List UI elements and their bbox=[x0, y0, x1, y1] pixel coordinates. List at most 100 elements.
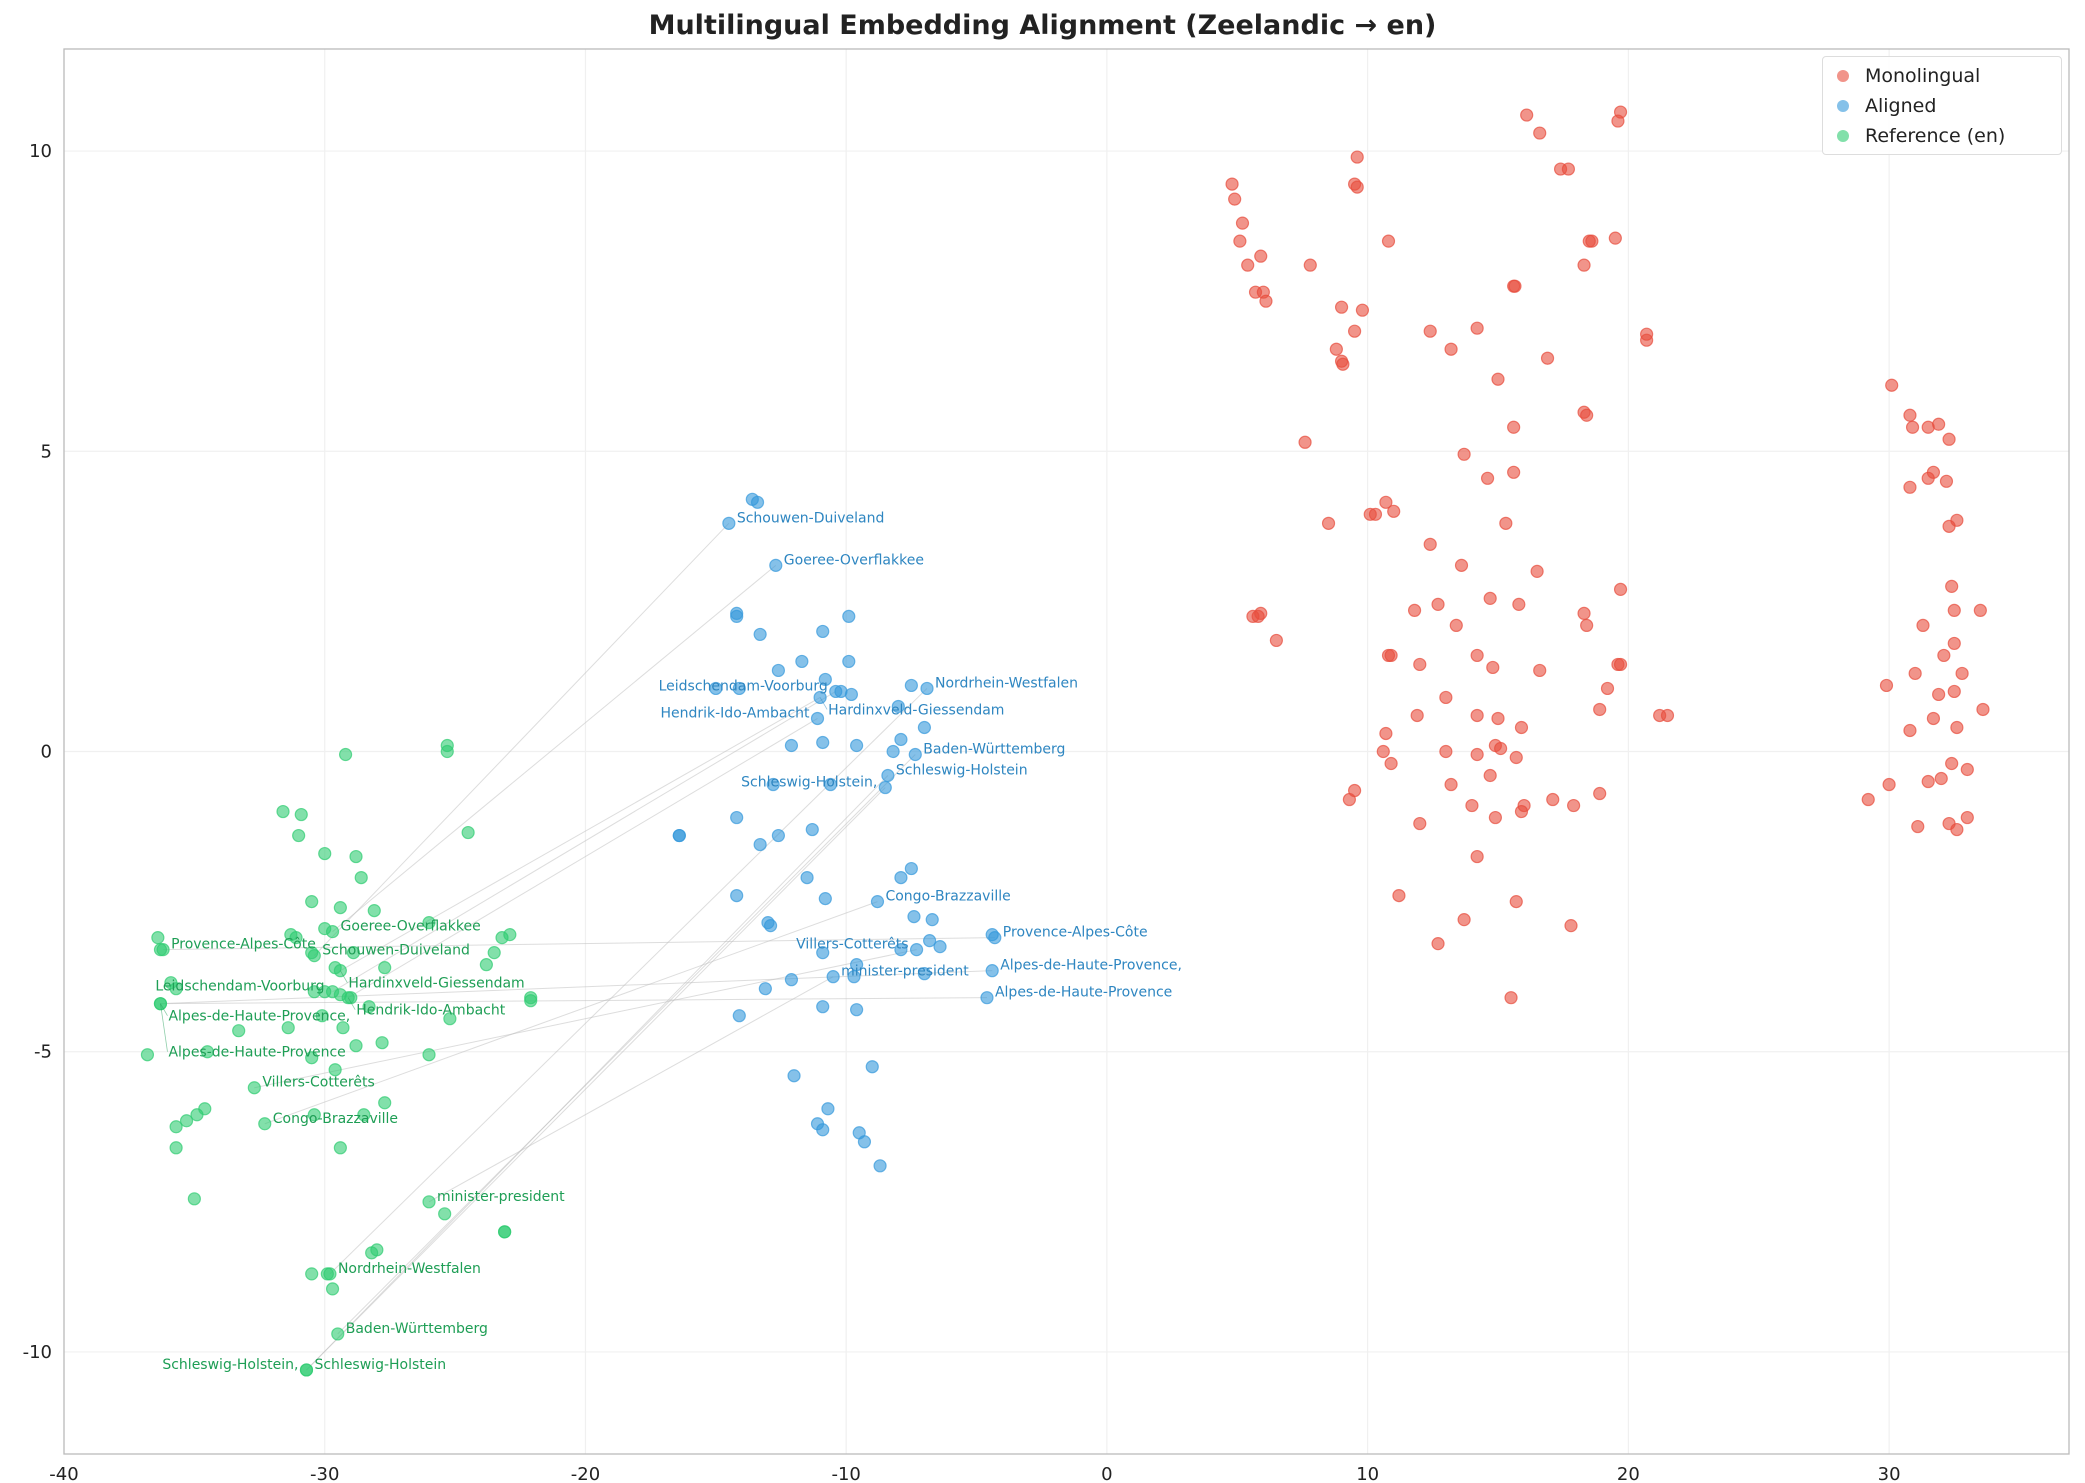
aligned-point bbox=[844, 687, 858, 702]
monolingual-point bbox=[1454, 558, 1469, 572]
label-leader-line bbox=[160, 1003, 168, 1052]
monolingual-point bbox=[1908, 666, 1922, 681]
monolingual-point bbox=[1225, 177, 1239, 191]
reference-point bbox=[367, 904, 381, 918]
monolingual-point bbox=[1533, 126, 1547, 140]
aligned-point bbox=[985, 964, 999, 978]
alignment-line bbox=[340, 697, 821, 972]
monolingual-point bbox=[1932, 687, 1946, 702]
monolingual-point bbox=[1298, 435, 1312, 449]
reference-point bbox=[357, 1108, 371, 1122]
reference-point bbox=[487, 946, 501, 960]
monolingual-point bbox=[1259, 294, 1273, 308]
monolingual-point bbox=[1945, 579, 1959, 593]
aligned-point bbox=[818, 892, 832, 906]
monolingual-point bbox=[1947, 636, 1961, 651]
aligned-point-label: Schleswig-Holstein, bbox=[741, 775, 877, 791]
monolingual-point bbox=[1600, 681, 1615, 696]
reference-point bbox=[331, 1327, 345, 1341]
aligned-point bbox=[821, 1102, 835, 1116]
aligned-point bbox=[758, 982, 772, 996]
plot-frame bbox=[63, 48, 2070, 1455]
aligned-point bbox=[730, 609, 744, 624]
monolingual-point bbox=[1955, 666, 1969, 681]
legend-label: Reference (en) bbox=[1865, 125, 2006, 147]
monolingual-point bbox=[1585, 234, 1599, 248]
aligned-point-label: Schleswig-Holstein bbox=[896, 763, 1028, 779]
reference-point bbox=[325, 985, 340, 999]
aligned-point bbox=[753, 837, 767, 852]
monolingual-point bbox=[1336, 357, 1350, 371]
aligned-point bbox=[894, 732, 908, 747]
aligned-point bbox=[909, 943, 924, 957]
aligned-point-label: Provence-Alpes-Côte bbox=[1003, 925, 1148, 941]
aligned-point bbox=[980, 991, 994, 1005]
aligned-point bbox=[800, 870, 814, 885]
monolingual-point bbox=[1882, 777, 1896, 792]
monolingual-point bbox=[1905, 420, 1920, 434]
monolingual-point bbox=[1457, 913, 1471, 927]
aligned-point bbox=[923, 934, 937, 948]
reference-point bbox=[315, 1009, 329, 1023]
reference-point bbox=[524, 994, 538, 1008]
monolingual-point bbox=[1470, 321, 1484, 335]
aligned-point bbox=[908, 747, 922, 762]
monolingual-point bbox=[1613, 582, 1628, 596]
aligned-point bbox=[886, 744, 900, 759]
alignment-line bbox=[428, 976, 834, 1203]
aligned-point bbox=[732, 681, 746, 696]
aligned-point bbox=[842, 609, 856, 624]
reference-point bbox=[328, 1063, 342, 1077]
monolingual-point bbox=[1254, 249, 1268, 263]
aligned-point bbox=[865, 1060, 879, 1074]
monolingual-point bbox=[1233, 234, 1247, 248]
reference-point bbox=[354, 870, 368, 885]
y-tick-label: 5 bbox=[41, 441, 52, 462]
reference-point bbox=[325, 1282, 340, 1296]
monolingual-point bbox=[1533, 663, 1547, 678]
y-tick-label: -10 bbox=[23, 1342, 52, 1363]
reference-point bbox=[461, 825, 475, 840]
monolingual-point bbox=[1546, 792, 1560, 807]
monolingual-point bbox=[1494, 741, 1508, 756]
aligned-point bbox=[907, 910, 921, 924]
legend-label: Monolingual bbox=[1865, 65, 1981, 87]
aligned-point bbox=[988, 931, 1002, 945]
reference-point bbox=[438, 1207, 452, 1221]
legend-item-monolingual: Monolingual bbox=[1823, 61, 2061, 91]
monolingual-point bbox=[1916, 618, 1930, 633]
x-tick-label: 30 bbox=[1878, 1464, 1901, 1483]
monolingual-point bbox=[1947, 684, 1961, 699]
monolingual-point bbox=[1329, 342, 1343, 356]
aligned-point bbox=[805, 822, 819, 837]
monolingual-point bbox=[1937, 648, 1951, 663]
reference-point bbox=[336, 1021, 350, 1035]
monolingual-point bbox=[1379, 495, 1393, 509]
monolingual-point bbox=[1509, 750, 1523, 765]
monolingual-point bbox=[1580, 408, 1594, 422]
monolingual-point bbox=[1413, 657, 1427, 672]
x-tick-label: -20 bbox=[571, 1464, 600, 1483]
y-tick-label: 10 bbox=[29, 141, 52, 162]
aligned-point bbox=[787, 1069, 801, 1083]
aligned-point-label: Hardinxveld-Giessendam bbox=[828, 702, 1004, 718]
monolingual-point bbox=[1241, 258, 1255, 272]
reference-point bbox=[440, 744, 454, 759]
monolingual-point bbox=[1254, 606, 1268, 621]
reference-point-label: Provence-Alpes-Côte bbox=[171, 937, 316, 953]
monolingual-point bbox=[1507, 420, 1521, 434]
aligned-point-label: Schouwen-Duiveland bbox=[737, 510, 885, 526]
monolingual-point bbox=[1499, 516, 1513, 530]
monolingual-point bbox=[1950, 822, 1964, 837]
monolingual-point bbox=[1567, 798, 1581, 813]
monolingual-point bbox=[1577, 258, 1591, 272]
monolingual-point bbox=[1580, 618, 1594, 633]
monolingual-point bbox=[1960, 762, 1974, 777]
aligned-point bbox=[672, 828, 686, 843]
monolingual-point bbox=[1879, 678, 1894, 693]
monolingual-point bbox=[1504, 991, 1518, 1005]
reference-point bbox=[190, 1108, 204, 1122]
monolingual-point bbox=[1407, 603, 1422, 617]
monolingual-point bbox=[1410, 708, 1424, 723]
aligned-point bbox=[795, 654, 809, 669]
